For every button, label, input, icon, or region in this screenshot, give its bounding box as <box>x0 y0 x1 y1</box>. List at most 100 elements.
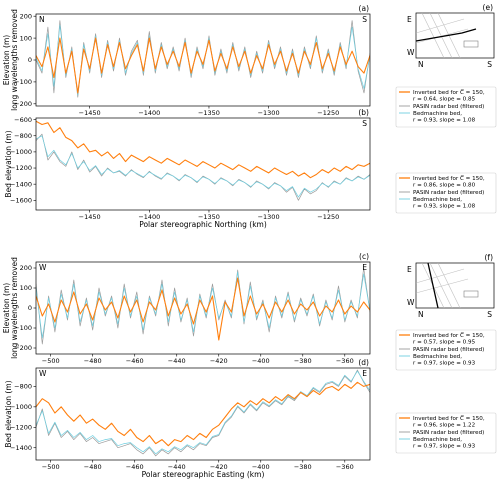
legend-d: Inverted bed for C̅ = 150,r = 0.96, slop… <box>395 412 497 454</box>
map-label-bottom-left-f: W <box>407 298 415 307</box>
y-tick-label-c: −200 <box>14 344 32 352</box>
map-label-north-e: N <box>418 60 424 69</box>
legend-entry-detail-inverted-a: r = 0.64, slope = 0.85 <box>413 97 476 103</box>
legend-c: Inverted bed for C̅ = 150,r = 0.57, slop… <box>395 329 497 371</box>
legend-entry-pasin-a: PASIN radar bed (filtered) <box>413 104 484 110</box>
legend-entry-pasin-b: PASIN radar bed (filtered) <box>413 190 484 196</box>
x-tick-label-d: −460 <box>126 463 144 471</box>
map-feature-box-e <box>463 40 479 48</box>
legend-entry-bedmachine-c: Bedmachine bed, <box>413 354 462 360</box>
y-tick-label-a: 100 <box>20 34 32 42</box>
legend-entry-inverted-d: Inverted bed for C̅ = 150, <box>413 415 485 422</box>
map-flight-line-e <box>429 12 453 59</box>
legend-entry-detail-inverted-b: r = 0.86, slope = 0.80 <box>413 183 476 189</box>
series-line-pasin-d <box>36 369 370 457</box>
x-tick-label-c: −400 <box>252 357 270 365</box>
corner-right-a: S <box>362 15 367 24</box>
legend-box-c <box>395 329 497 371</box>
y-tick-label-a: −200 <box>14 100 32 108</box>
map-track-e <box>415 28 477 42</box>
x-tick-label-d: −380 <box>294 463 312 471</box>
legend-entry-detail-bedmachine-b: r = 0.93, slope = 1.08 <box>413 204 476 210</box>
panel-d: −500 −480 −460 −440 −420 −400 −380 −360 −800 −100… <box>4 358 497 479</box>
legend-entry-bedmachine-b: Bedmachine bed, <box>413 197 462 203</box>
y-tick-label-c: 0 <box>28 304 32 312</box>
legend-a: Inverted bed for C̅ = 150,r = 0.64, slop… <box>395 86 497 128</box>
y-tick-label-c: −100 <box>14 324 32 332</box>
legend-box-d <box>395 412 497 454</box>
series-line-pasin-b <box>36 133 370 201</box>
map-label-bottom-left-e: W <box>407 48 415 57</box>
x-tick-label-b: −1300 <box>258 213 280 221</box>
panel-b: −1450 −1400 −1350 −1300 −1250 −600 −800 −1000 −1… <box>4 108 497 229</box>
y-tick-label-b: −1600 <box>10 197 32 205</box>
map-flight-line-e <box>421 12 445 59</box>
panel-label-f: (f) <box>485 253 494 262</box>
y-tick-label-b: −1400 <box>10 180 32 188</box>
corner-left-c: W <box>39 263 47 272</box>
y-axis-label-d: Bed elevation (m) <box>4 380 13 447</box>
x-tick-label-c: −500 <box>42 357 60 365</box>
map-feature-box-f <box>463 290 479 298</box>
legend-box-a <box>395 86 497 128</box>
panel-c: −500 −480 −460 −440 −420 −400 −380 −360 −200 −100… <box>2 252 497 371</box>
legend-b: Inverted bed for C̅ = 150,r = 0.86, slop… <box>395 172 497 214</box>
series-line-bedmachine-d <box>36 370 370 455</box>
panel-label-b: (b) <box>358 108 369 117</box>
y-tick-label-d: −800 <box>14 383 32 391</box>
legend-entry-detail-bedmachine-c: r = 0.97, slope = 0.93 <box>413 361 476 367</box>
map-label-top-left-e: E <box>407 15 412 24</box>
map-label-south-e: S <box>487 60 492 69</box>
x-axis-label-b: Polar stereographic Northing (km) <box>139 220 267 229</box>
map-flight-line-f <box>415 278 469 294</box>
legend-box-b <box>395 172 497 214</box>
x-tick-label-a: −1250 <box>317 109 339 117</box>
legend-entry-detail-inverted-d: r = 0.96, slope = 1.22 <box>413 423 475 429</box>
series-line-bedmachine-b <box>36 135 370 198</box>
y-tick-label-b: −1200 <box>10 164 32 172</box>
x-tick-label-c: −380 <box>294 357 312 365</box>
series-line-inverted-c <box>36 277 370 341</box>
panel-label-c: (c) <box>359 252 369 261</box>
y-tick-label-a: 0 <box>28 56 32 64</box>
charts-layer: −1450 −1400 −1350 −1300 −1250−200−1000100200… <box>2 4 497 479</box>
x-tick-label-a: −1450 <box>79 109 101 117</box>
series-line-inverted-b <box>36 120 370 179</box>
map-label-south-f: S <box>487 310 492 319</box>
x-tick-label-b: −1400 <box>138 213 160 221</box>
x-tick-label-d: −480 <box>84 463 102 471</box>
y-axis-label-c: Elevation (m) <box>2 283 11 333</box>
y-axis-label-b: Bed elevation (m) <box>4 130 13 197</box>
y-tick-label-a: 200 <box>20 12 32 20</box>
x-tick-label-b: −1350 <box>198 213 220 221</box>
y-tick-label-b: −1000 <box>10 148 32 156</box>
x-tick-label-d: −500 <box>42 463 60 471</box>
x-axis-label-d: Polar stereographic Easting (km) <box>142 470 265 479</box>
map-flight-line-f <box>415 268 465 284</box>
panel-label-d: (d) <box>358 358 369 367</box>
location-maps-layer: EWN S(e)EWN S(f) <box>407 3 495 319</box>
legend-entry-detail-bedmachine-d: r = 0.97, slope = 0.93 <box>413 444 476 450</box>
legend-entry-inverted-c: Inverted bed for C̅ = 150, <box>413 332 485 339</box>
corner-left-d: W <box>39 369 47 378</box>
x-tick-label-b: −1250 <box>317 213 339 221</box>
legend-entry-detail-bedmachine-a: r = 0.93, slope = 1.08 <box>413 118 476 124</box>
y-tick-label-d: −1200 <box>10 423 32 431</box>
plot-frame-b <box>35 117 371 211</box>
map-flight-line-f <box>437 262 461 309</box>
y-tick-label-d: −1000 <box>10 403 32 411</box>
corner-right-c: E <box>362 263 367 272</box>
x-tick-label-c: −440 <box>168 357 186 365</box>
legend-entry-inverted-a: Inverted bed for C̅ = 150, <box>413 89 485 96</box>
x-tick-label-a: −1350 <box>198 109 220 117</box>
legend-entry-bedmachine-a: Bedmachine bed, <box>413 111 462 117</box>
x-tick-label-c: −460 <box>126 357 144 365</box>
legend-entry-pasin-c: PASIN radar bed (filtered) <box>413 347 484 353</box>
map-label-top-left-f: E <box>407 265 412 274</box>
y-axis-label-2-a: long wavelengths removed <box>10 9 19 111</box>
legend-entry-detail-inverted-c: r = 0.57, slope = 0.95 <box>413 340 476 346</box>
corner-right-d: E <box>362 369 367 378</box>
legend-entry-inverted-b: Inverted bed for C̅ = 150, <box>413 175 485 182</box>
plot-frame-d <box>35 367 371 461</box>
